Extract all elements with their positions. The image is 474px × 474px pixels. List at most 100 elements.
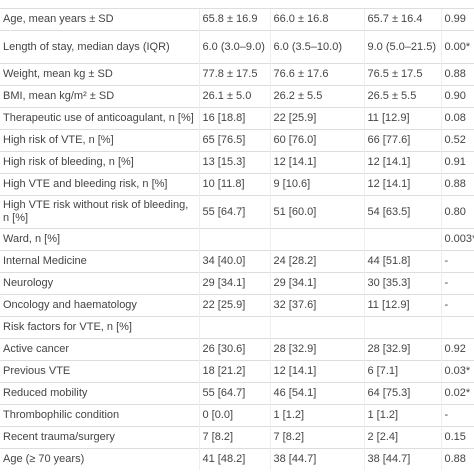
cell: 12 [14.1] — [363, 173, 441, 196]
cell: 76.5 ± 17.5 — [363, 63, 441, 86]
row-label: Age, mean years ± SD — [0, 8, 199, 31]
table-row: Age, mean years ± SD 65.8 ± 16.9 66.0 ± 16… — [0, 8, 474, 31]
cell — [198, 228, 270, 251]
cell — [269, 228, 364, 251]
p-value: 0.88 — [440, 173, 474, 196]
table-row: Active cancer 26 [30.6] 28 [32.9] 28 [32.9]… — [0, 338, 474, 361]
cell: 22 [25.9] — [269, 107, 364, 130]
cell: 7 [8.2] — [269, 426, 364, 449]
table-row: Risk factors for VTE, n [%] — [0, 316, 474, 339]
cell: 38 [44.7] — [363, 448, 441, 470]
table-row: Recent trauma/surgery 7 [8.2] 7 [8.2] 2 [2.… — [0, 426, 474, 449]
cell: 11 [12.9] — [363, 294, 441, 317]
p-value: 0.02* — [440, 382, 474, 405]
p-value: - — [440, 250, 474, 273]
p-value: 0.00* — [440, 30, 474, 64]
p-value: - — [440, 404, 474, 427]
cell: 65 [76.5] — [198, 129, 270, 152]
table-row: Thrombophilic condition 0 [0.0] 1 [1.2] 1 [… — [0, 404, 474, 427]
table-row: Reduced mobility 55 [64.7] 46 [54.1] 64 [75… — [0, 382, 474, 405]
p-value: 0.99 — [440, 8, 474, 31]
p-value: - — [440, 294, 474, 317]
table-body: Age, mean years ± SD 65.8 ± 16.9 66.0 ± 16… — [0, 8, 474, 470]
cell: 1 [1.2] — [269, 404, 364, 427]
cell: 10 [11.8] — [198, 173, 270, 196]
table-row: Age (≥ 70 years) 41 [48.2] 38 [44.7] 38 [44… — [0, 448, 474, 470]
row-label: Weight, mean kg ± SD — [0, 63, 199, 86]
cell: 28 [32.9] — [269, 338, 364, 361]
cell: 55 [64.7] — [198, 195, 270, 229]
cell: 26 [30.6] — [198, 338, 270, 361]
cell: 28 [32.9] — [363, 338, 441, 361]
p-value — [440, 316, 474, 339]
p-value: 0.92 — [440, 338, 474, 361]
cell: 66.0 ± 16.8 — [269, 8, 364, 31]
cell: 13 [15.3] — [198, 151, 270, 174]
table-row: Weight, mean kg ± SD 77.8 ± 17.5 76.6 ± 17… — [0, 63, 474, 86]
cell: 24 [28.2] — [269, 250, 364, 273]
table-row: Internal Medicine 34 [40.0] 24 [28.2] 44 [5… — [0, 250, 474, 273]
table-row: Neurology 29 [34.1] 29 [34.1] 30 [35.3] - — [0, 272, 474, 295]
cell — [198, 316, 270, 339]
cell: 32 [37.6] — [269, 294, 364, 317]
table-row: Oncology and haematology 22 [25.9] 32 [37.… — [0, 294, 474, 317]
row-label: Oncology and haematology — [0, 294, 199, 317]
cell: 6.0 (3.5–10.0) — [269, 30, 364, 64]
p-value: 0.90 — [440, 85, 474, 108]
cell: 54 [63.5] — [363, 195, 441, 229]
table-row: High risk of bleeding, n [%] 13 [15.3] 12 … — [0, 151, 474, 174]
row-label: High VTE and bleeding risk, n [%] — [0, 173, 199, 196]
cell: 6.0 (3.0–9.0) — [198, 30, 270, 64]
cell: 29 [34.1] — [198, 272, 270, 295]
cell: 18 [21.2] — [198, 360, 270, 383]
p-value: 0.52 — [440, 129, 474, 152]
table-row: Previous VTE 18 [21.2] 12 [14.1] 6 [7.1] 0.0… — [0, 360, 474, 383]
p-value: 0.03* — [440, 360, 474, 383]
cell: 77.8 ± 17.5 — [198, 63, 270, 86]
p-value: 0.88 — [440, 63, 474, 86]
cell: 12 [14.1] — [363, 151, 441, 174]
cell: 1 [1.2] — [363, 404, 441, 427]
table-row: Ward, n [%] 0.003* — [0, 228, 474, 251]
table-wrap: Age, mean years ± SD 65.8 ± 16.9 66.0 ± 16… — [0, 8, 474, 470]
row-label: High risk of bleeding, n [%] — [0, 151, 199, 174]
row-label: Risk factors for VTE, n [%] — [0, 316, 199, 339]
cell: 34 [40.0] — [198, 250, 270, 273]
cell: 12 [14.1] — [269, 360, 364, 383]
table-row: High risk of VTE, n [%] 65 [76.5] 60 [76.0… — [0, 129, 474, 152]
row-label: Thrombophilic condition — [0, 404, 199, 427]
cell: 26.2 ± 5.5 — [269, 85, 364, 108]
row-label: BMI, mean kg/m² ± SD — [0, 85, 199, 108]
p-value: 0.80 — [440, 195, 474, 229]
cell — [363, 316, 441, 339]
cell: 16 [18.8] — [198, 107, 270, 130]
p-value: 0.08 — [440, 107, 474, 130]
cell: 26.5 ± 5.5 — [363, 85, 441, 108]
table-row: Therapeutic use of anticoagulant, n [%] 1… — [0, 107, 474, 130]
p-value: 0.91 — [440, 151, 474, 174]
row-label: Reduced mobility — [0, 382, 199, 405]
cell: 6 [7.1] — [363, 360, 441, 383]
cell: 65.8 ± 16.9 — [198, 8, 270, 31]
cell: 65.7 ± 16.4 — [363, 8, 441, 31]
cell: 22 [25.9] — [198, 294, 270, 317]
cell: 0 [0.0] — [198, 404, 270, 427]
table-row: BMI, mean kg/m² ± SD 26.1 ± 5.0 26.2 ± 5.5… — [0, 85, 474, 108]
cell: 9.0 (5.0–21.5) — [363, 30, 441, 64]
row-label: Ward, n [%] — [0, 228, 199, 251]
cell: 29 [34.1] — [269, 272, 364, 295]
p-value: 0.88 — [440, 448, 474, 470]
cell: 38 [44.7] — [269, 448, 364, 470]
cell: 55 [64.7] — [198, 382, 270, 405]
cell: 44 [51.8] — [363, 250, 441, 273]
table: Age, mean years ± SD 65.8 ± 16.9 66.0 ± 16… — [0, 8, 474, 470]
cell: 12 [14.1] — [269, 151, 364, 174]
row-label: Neurology — [0, 272, 199, 295]
cell: 7 [8.2] — [198, 426, 270, 449]
table-row: Length of stay, median days (IQR) 6.0 (3.… — [0, 30, 474, 64]
cell: 60 [76.0] — [269, 129, 364, 152]
row-label: Recent trauma/surgery — [0, 426, 199, 449]
cell: 66 [77.6] — [363, 129, 441, 152]
row-label: Previous VTE — [0, 360, 199, 383]
